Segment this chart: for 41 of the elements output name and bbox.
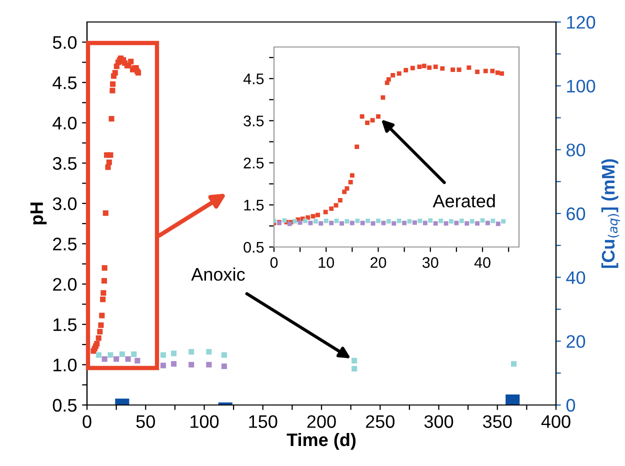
y2-tick-label: 100 [567, 80, 596, 93]
y-tick-label: 4.0 [52, 116, 77, 130]
x-tick-label: 30 [422, 257, 438, 268]
y2-tick-label: 40 [566, 271, 586, 284]
y-tick-label: 3.5 [52, 157, 77, 170]
y-tick-label: 0.5 [52, 398, 77, 412]
x-tick-label: 50 [136, 415, 155, 428]
y-tick-label: 2.5 [53, 238, 77, 250]
y-tick-label: 2.0 [53, 278, 77, 291]
y-tick-label: 1.5 [244, 200, 264, 211]
x-tick-label: 20 [370, 257, 386, 268]
x-axis-title: Time (d) [286, 432, 356, 450]
y2-tick-label: 60 [566, 207, 586, 220]
x-tick-label: 250 [366, 415, 394, 428]
x-tick-label: 0 [270, 257, 278, 268]
y-tick-label: 3.5 [244, 116, 264, 126]
y2-tick-label: 20 [566, 335, 586, 348]
y-tick-label: 1.0 [54, 358, 77, 372]
x-tick-label: 10 [318, 257, 334, 268]
x-tick-label: 0 [82, 415, 92, 428]
y2-tick-label: 120 [567, 16, 596, 29]
x-tick-label: 400 [541, 415, 570, 428]
x-tick-label: 350 [483, 415, 512, 428]
y2-tick-label: 80 [566, 144, 586, 156]
x-tick-label: 200 [307, 415, 336, 428]
x-tick-label: 100 [190, 415, 219, 428]
y2-tick-label: 0 [566, 398, 576, 412]
annotation: Aerated [432, 194, 495, 208]
y-tick-label: 4.5 [243, 74, 264, 84]
y2-axis-title: [Cu$_{(aq)}$] (mM) [601, 159, 620, 268]
x-tick-label: 150 [249, 415, 278, 428]
y-tick-label: 5.0 [52, 36, 77, 49]
y-tick-label: 2.5 [244, 158, 264, 168]
y-axis-title: pH [30, 202, 47, 224]
y-tick-label: 1.5 [54, 318, 77, 332]
x-tick-label: 40 [474, 257, 490, 268]
y-tick-label: 3.0 [52, 197, 77, 210]
y-tick-label: 0.5 [244, 242, 264, 253]
annotation: Anoxic [191, 268, 245, 281]
y-tick-label: 4.5 [52, 76, 77, 90]
x-tick-label: 300 [424, 415, 454, 428]
